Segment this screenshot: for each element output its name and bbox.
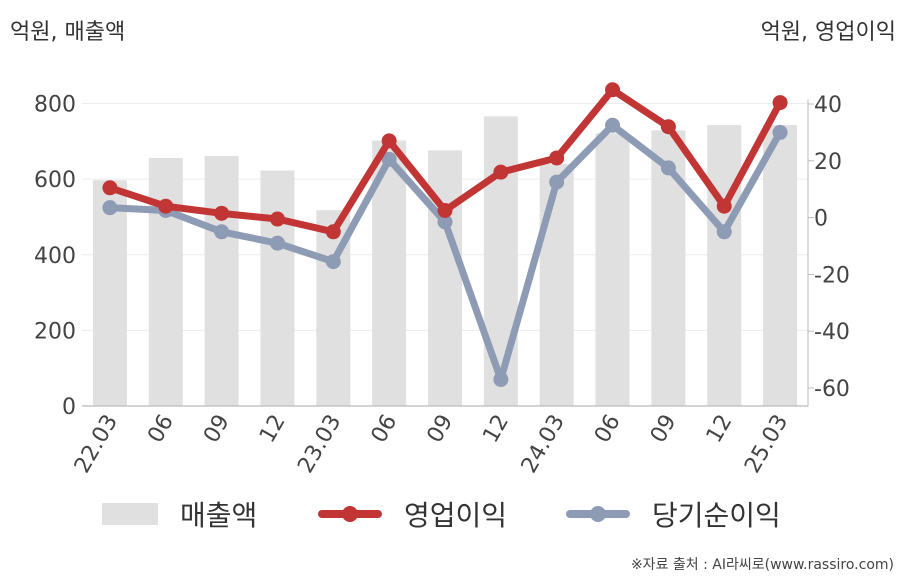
left-axis-tick-label: 800 [34,93,76,118]
point-operating-profit [269,211,285,227]
right-axis-tick-label: 0 [814,207,828,232]
bar-revenue [92,180,127,406]
point-operating-profit [325,224,341,240]
x-axis-tick-label: 06 [590,411,626,448]
point-operating-profit [437,203,453,218]
combo-chart: 0 200 400 600 800 -60 -40 -20 0 20 40 22.03 06 09 12… [34,82,850,478]
point-net-income [325,254,341,270]
bar-revenue [260,170,295,406]
legend-swatch-net-income [566,503,630,525]
point-operating-profit [772,95,788,111]
legend-item-operating-profit: 영업이익 [318,492,507,536]
left-axis-tick-label: 400 [34,244,76,269]
bar-revenue [707,125,742,406]
x-axis-tick-label: 24.03 [517,411,570,478]
x-axis-tick-label: 12 [702,411,738,448]
x-axis-tick-label: 12 [255,411,291,448]
right-axis-tick-label: 40 [814,93,842,118]
x-axis-tick-label: 25.03 [740,411,793,478]
x-axis-tick-label: 06 [143,411,179,448]
legend-label-operating-profit: 영업이익 [404,499,508,532]
point-net-income [102,200,118,216]
legend-swatch-operating-profit [318,503,382,525]
point-operating-profit [605,82,621,98]
x-axis-tick-label: 23.03 [293,411,346,478]
x-axis-tick-label: 09 [199,411,235,448]
point-operating-profit [493,164,509,180]
point-operating-profit [660,119,676,135]
bar-revenue [539,164,574,406]
point-net-income [716,224,732,240]
point-net-income [214,224,230,240]
point-operating-profit [716,198,732,214]
legend-item-revenue: 매출액 [102,492,257,536]
point-net-income [269,235,285,251]
left-axis-unit: 억원, 매출액 [10,20,126,45]
bar-revenue [483,116,518,406]
point-operating-profit [549,150,565,166]
point-net-income [605,117,621,133]
legend-label-net-income: 당기순이익 [652,499,781,532]
point-net-income [772,124,788,140]
point-net-income [660,160,676,176]
x-axis-tick-label: 22.03 [70,411,123,478]
bar-revenue [204,156,239,406]
legend-swatch-revenue [102,503,158,525]
left-axis-tick-label: 200 [34,319,76,344]
x-axis-tick-label: 12 [478,411,514,448]
x-axis-tick-label: 09 [423,411,459,448]
right-axis-tick-label: -60 [814,377,850,402]
left-axis-tick-label: 0 [62,395,76,420]
right-axis-tick-label: 20 [814,150,842,175]
bar-revenue [148,157,183,406]
left-axis-tick-label: 600 [34,168,76,193]
point-operating-profit [214,205,230,221]
source-note: ※자료 출처 : AI라씨로(www.rassiro.com) [630,557,894,573]
right-axis-tick-label: -40 [814,320,850,345]
legend-label-revenue: 매출액 [180,499,258,532]
point-operating-profit [102,180,118,196]
x-axis-tick-label: 09 [646,411,682,448]
point-operating-profit [381,133,397,149]
point-net-income [381,151,397,167]
point-operating-profit [158,198,174,214]
point-net-income [437,214,453,230]
bar-revenue [595,133,630,406]
chart-legend: 매출액 영업이익 당기순이익 [0,492,908,536]
point-net-income [549,174,565,190]
point-net-income [493,371,509,387]
right-axis-unit: 억원, 영업이익 [760,20,896,45]
bar-revenue [763,125,798,406]
right-axis-tick-label: -20 [814,263,850,288]
x-axis-tick-label: 06 [367,411,403,448]
legend-item-net-income: 당기순이익 [566,492,781,536]
bar-revenue [428,150,462,406]
